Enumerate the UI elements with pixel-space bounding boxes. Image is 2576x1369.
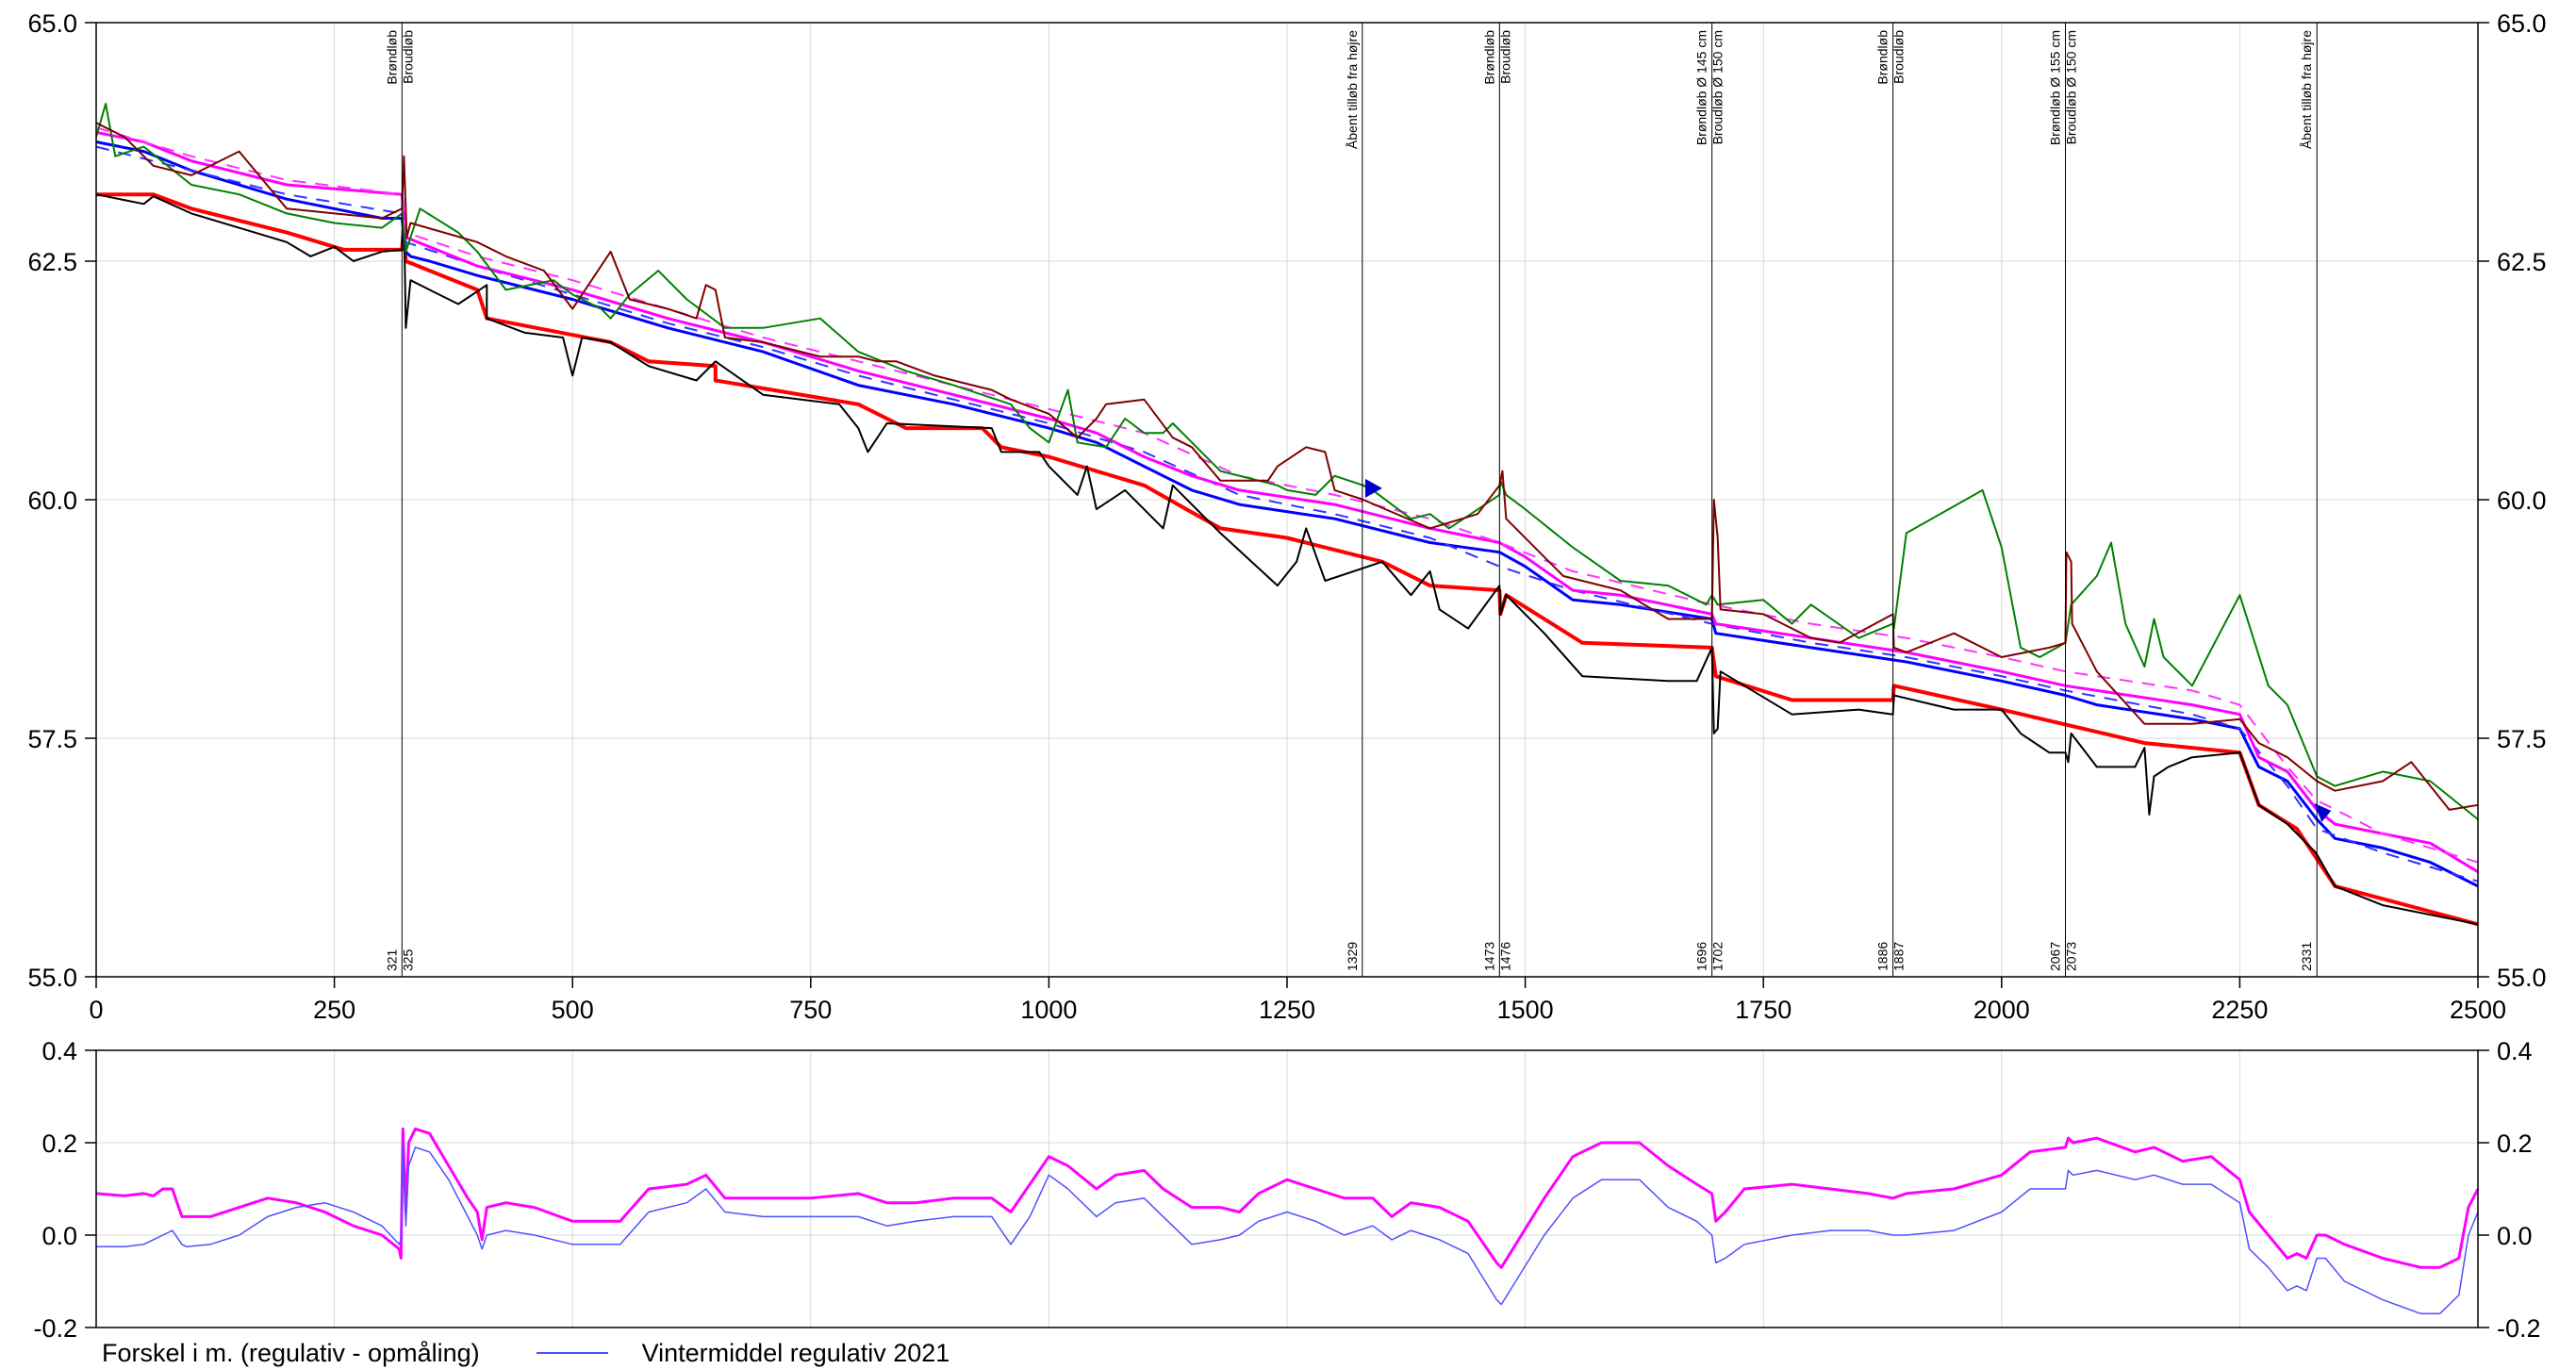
legend-series-label: Vintermiddel regulativ 2021: [641, 1338, 950, 1367]
bottom-plot-grid: [96, 1050, 2478, 1328]
inlet-marker: [2314, 802, 2332, 822]
series-line-green: [95, 103, 2479, 820]
y-tick-label-left: 0.2: [41, 1130, 77, 1158]
station-number: 325: [400, 948, 415, 971]
station-label: Brøndløb: [1481, 30, 1496, 85]
x-tick-label: 1500: [1497, 996, 1554, 1024]
legend-swatch: [536, 1352, 608, 1354]
series-line-blue: [95, 140, 2479, 888]
station-number: 321: [384, 948, 399, 971]
series-line-blue_dashed: [95, 145, 2479, 882]
series-line-brown: [95, 122, 2479, 811]
station-label: Broudløb Ø 150 cm: [2063, 30, 2078, 144]
y-tick-label-right: 0.0: [2497, 1222, 2533, 1250]
station-number: 2331: [2299, 942, 2314, 971]
station-label: Åbent tilløb fra højre: [1345, 30, 1360, 149]
top-plot-frame: [95, 22, 2479, 978]
station-number: 1886: [1875, 942, 1891, 971]
y-tick-label-left: 0.4: [41, 1037, 77, 1065]
y-tick-label-left: -0.2: [33, 1314, 77, 1343]
x-tick-label: 2500: [2450, 996, 2506, 1024]
y-tick-label-right: 65.0: [2497, 9, 2547, 38]
y-tick-label-right: -0.2: [2497, 1314, 2541, 1343]
station-label: Brøndløb Ø 155 cm: [2047, 30, 2062, 145]
x-tick-label: 0: [89, 996, 103, 1024]
flow-markers: [1364, 478, 2332, 822]
x-tick-label: 500: [552, 996, 594, 1024]
y-tick-label-right: 55.0: [2497, 964, 2547, 992]
top-plot-axes: 0 250 500 750 1000 1250 1500 1750 2000 2250 2500 55…: [27, 9, 2546, 1024]
top-plot-series: [95, 103, 2479, 927]
y-tick-label-right: 0.4: [2497, 1037, 2533, 1065]
station-number: 1696: [1694, 942, 1709, 971]
y-tick-label-right: 62.5: [2497, 248, 2547, 276]
station-number: 1887: [1891, 942, 1907, 971]
station-number: 2073: [2063, 942, 2078, 971]
station-label: Åbent tilløb fra højre: [2299, 30, 2314, 149]
y-tick-label-left: 65.0: [27, 9, 77, 38]
station-label: Broudløb: [1497, 30, 1512, 84]
y-tick-label-left: 0.0: [41, 1222, 77, 1250]
y-tick-label-right: 60.0: [2497, 487, 2547, 515]
station-number: 1329: [1345, 942, 1360, 971]
series-line-black: [95, 193, 2479, 926]
station-label: Broudløb Ø 150 cm: [1710, 30, 1726, 144]
x-tick-label: 2250: [2211, 996, 2268, 1024]
diff-line-blue_thin: [96, 1142, 2479, 1315]
station-number: 1702: [1710, 942, 1726, 971]
y-tick-label-left: 55.0: [27, 964, 77, 992]
station-label: Broudløb: [400, 30, 415, 84]
series-line-magenta_dashed: [95, 126, 2479, 864]
station-number: 1473: [1481, 942, 1496, 971]
x-tick-label: 750: [789, 996, 832, 1024]
legend: Forskel i m. (regulativ - opmåling) Vint…: [102, 1339, 949, 1367]
inlet-marker: [1364, 478, 1382, 498]
x-tick-label: 250: [313, 996, 355, 1024]
y-tick-label-left: 60.0: [27, 487, 77, 515]
y-tick-label-right: 0.2: [2497, 1130, 2533, 1158]
y-tick-label-right: 57.5: [2497, 725, 2547, 753]
x-tick-label: 1250: [1259, 996, 1315, 1024]
station-label: Brøndløb: [384, 30, 399, 85]
x-tick-label: 1000: [1020, 996, 1077, 1024]
y-tick-label-left: 57.5: [27, 725, 77, 753]
station-number: 2067: [2047, 942, 2062, 971]
x-tick-label: 1750: [1735, 996, 1792, 1024]
top-plot-grid: [96, 23, 2478, 977]
bottom-plot-axes: 0.4 0.4 0.2 0.2 0.0 0.0 -0.2 -0.2: [33, 1037, 2540, 1343]
y-tick-label-left: 62.5: [27, 248, 77, 276]
legend-left-text: Forskel i m. (regulativ - opmåling): [102, 1338, 480, 1367]
bottom-plot-frame: [95, 1049, 2479, 1328]
station-label: Broudløb: [1891, 30, 1907, 84]
station-number: 1476: [1497, 942, 1512, 971]
station-label: Brøndløb Ø 145 cm: [1694, 30, 1709, 145]
x-tick-label: 2000: [1973, 996, 2030, 1024]
station-label: Brøndløb: [1875, 30, 1891, 85]
bottom-plot-series: [95, 1127, 2480, 1315]
